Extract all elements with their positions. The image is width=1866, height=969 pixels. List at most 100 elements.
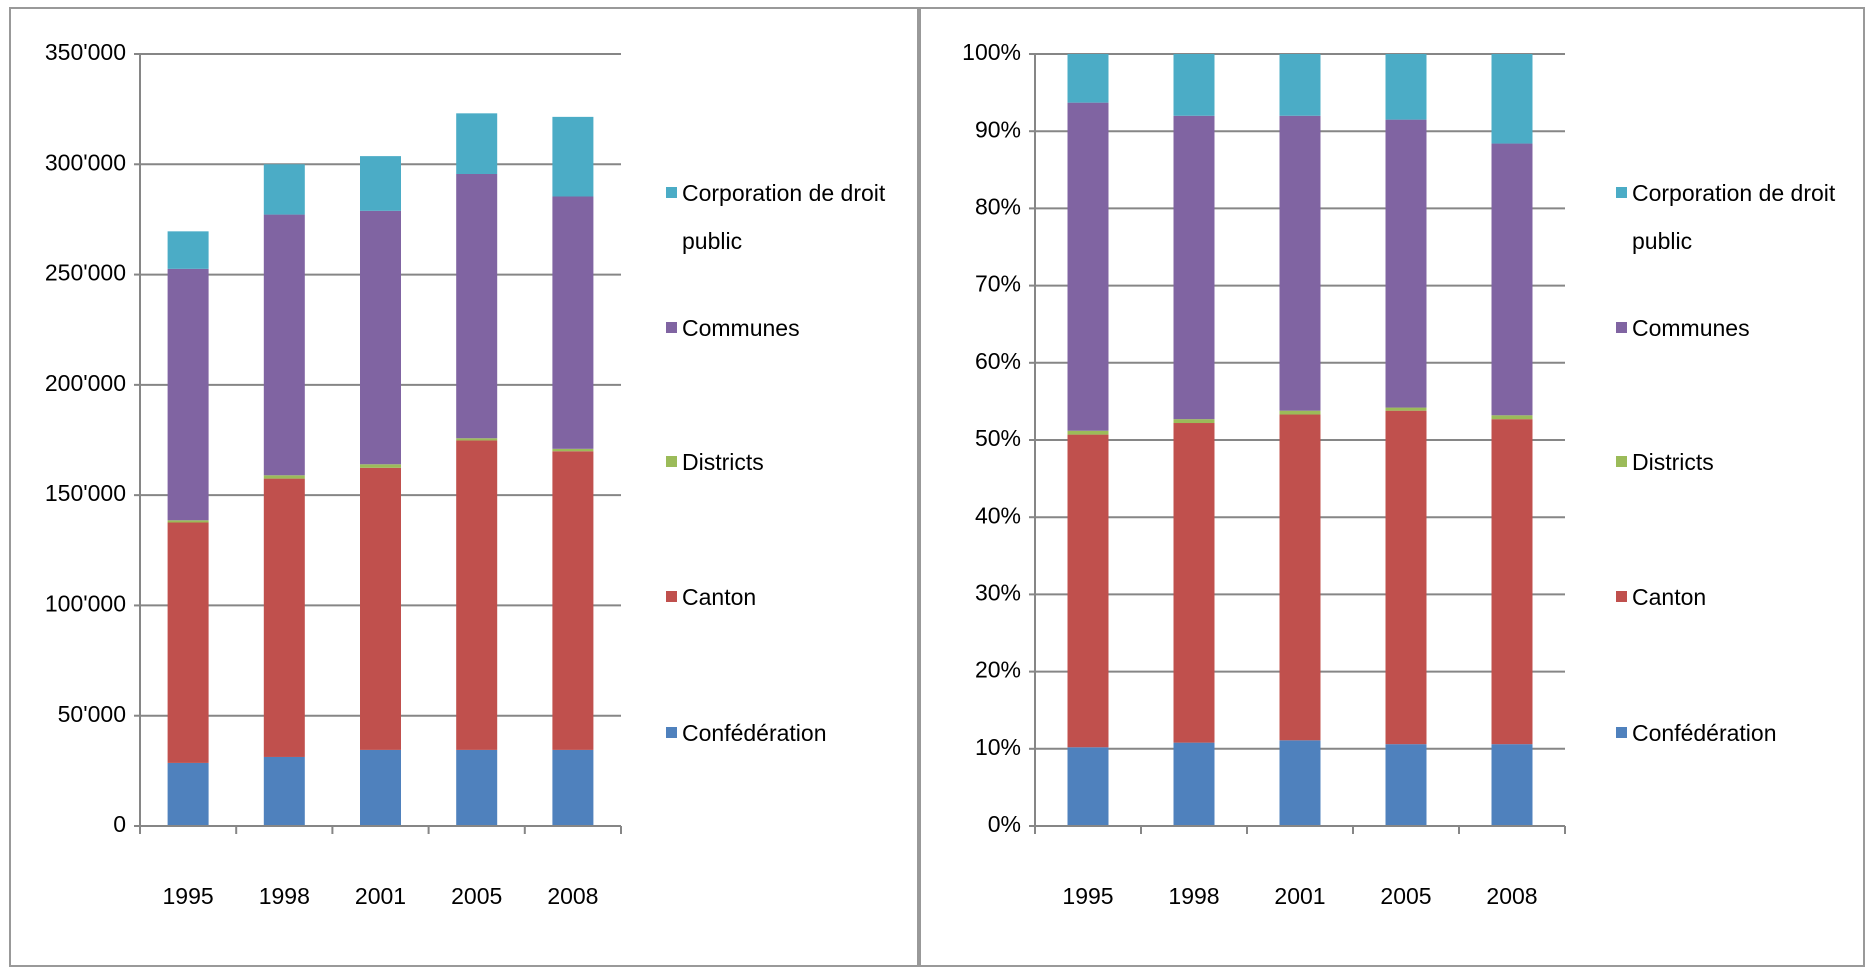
legend-label: Districts: [1632, 449, 1714, 475]
bar-segment: [263, 214, 305, 476]
legend-entry: Corporation de droit public: [1616, 169, 1846, 265]
chart-frame: [9, 7, 919, 967]
y-tick-label: 10%: [975, 734, 1021, 760]
y-tick-label: 100'000: [45, 591, 126, 617]
x-tick-label: 2005: [451, 883, 502, 909]
y-tick-label: 50%: [975, 425, 1021, 451]
legend-label: Districts: [682, 449, 764, 475]
bar-segment: [1385, 407, 1427, 411]
bar-segment: [456, 438, 498, 441]
legend-label: Confédération: [1632, 720, 1777, 746]
bar-segment: [1385, 54, 1427, 120]
bar-segment: [1067, 102, 1109, 431]
legend-swatch: [1616, 727, 1627, 738]
bar-segment: [1173, 115, 1215, 420]
legend-entry: Canton: [666, 573, 896, 621]
y-tick-label: 0: [113, 811, 126, 837]
y-tick-label: 250'000: [45, 260, 126, 286]
bar-segment: [1067, 747, 1109, 826]
legend-entry: Confédération: [666, 709, 896, 757]
bar-segment: [1279, 414, 1321, 741]
bar-segment: [360, 210, 401, 465]
x-tick-label: 2008: [1486, 883, 1537, 909]
x-tick-label: 1998: [259, 883, 310, 909]
bar-segment: [1491, 54, 1533, 144]
x-tick-label: 1998: [1168, 883, 1219, 909]
bar-segment: [263, 756, 305, 826]
bar-segment: [1173, 423, 1215, 743]
bar-segment: [263, 478, 305, 757]
legend-entry: Confédération: [1616, 709, 1846, 757]
y-tick-label: 70%: [975, 271, 1021, 297]
bar-segment: [456, 113, 498, 174]
y-tick-label: 90%: [975, 116, 1021, 142]
bar-segment: [1173, 419, 1215, 424]
bar-segment: [360, 464, 401, 468]
bar-segment: [1385, 744, 1427, 826]
bar-segment: [552, 448, 594, 452]
bar-segment: [1491, 415, 1533, 420]
x-tick-label: 2001: [1274, 883, 1325, 909]
legend-label: Corporation de droit public: [682, 180, 886, 254]
legend-entry: Communes: [1616, 304, 1846, 352]
legend-label: Corporation de droit public: [1632, 180, 1836, 254]
legend-swatch: [1616, 322, 1627, 333]
bar-segment: [1173, 742, 1215, 826]
y-tick-label: 100%: [962, 39, 1021, 65]
bar-segment: [1385, 119, 1427, 408]
y-tick-label: 150'000: [45, 480, 126, 506]
bar-segment: [167, 268, 209, 521]
bar-segment: [167, 231, 209, 269]
bar-segment: [167, 762, 209, 826]
bar-segment: [1279, 54, 1321, 116]
legend-entry: Corporation de droit public: [666, 169, 896, 265]
bar-segment: [1491, 143, 1533, 416]
bar-segment: [552, 196, 594, 449]
bar-segment: [456, 749, 498, 826]
bar-segment: [263, 475, 305, 479]
bar-segment: [1067, 434, 1109, 748]
x-tick-label: 2005: [1380, 883, 1431, 909]
legend-swatch: [1616, 591, 1627, 602]
bar-segment: [263, 164, 305, 215]
legend-swatch: [666, 322, 677, 333]
legend-swatch: [1616, 456, 1627, 467]
legend-entry: Communes: [666, 304, 896, 352]
y-tick-label: 0%: [988, 811, 1021, 837]
bar-segment: [1385, 410, 1427, 745]
bar-segment: [552, 451, 594, 750]
bar-segment: [552, 116, 594, 197]
y-tick-label: 50'000: [58, 701, 126, 727]
legend-label: Canton: [682, 584, 757, 610]
chart-frame: [919, 7, 1865, 967]
bar-segment: [1173, 54, 1215, 116]
legend-swatch: [666, 727, 677, 738]
bar-segment: [456, 440, 498, 750]
y-tick-label: 200'000: [45, 370, 126, 396]
y-tick-label: 300'000: [45, 149, 126, 175]
legend-entry: Districts: [1616, 438, 1846, 486]
x-tick-label: 1995: [1062, 883, 1113, 909]
legend-entry: Canton: [1616, 573, 1846, 621]
y-tick-label: 30%: [975, 579, 1021, 605]
legend-swatch: [1616, 187, 1627, 198]
bar-segment: [1067, 430, 1109, 435]
bar-segment: [1279, 410, 1321, 415]
bar-segment: [360, 749, 401, 826]
bar-segment: [167, 522, 209, 763]
legend-swatch: [666, 456, 677, 467]
bar-segment: [1491, 744, 1533, 826]
y-tick-label: 350'000: [45, 39, 126, 65]
bar-segment: [552, 749, 594, 826]
y-tick-label: 40%: [975, 502, 1021, 528]
bar-segment: [360, 467, 401, 750]
legend-label: Confédération: [682, 720, 827, 746]
y-tick-label: 80%: [975, 193, 1021, 219]
bar-segment: [167, 520, 209, 523]
y-tick-label: 60%: [975, 348, 1021, 374]
legend-label: Canton: [1632, 584, 1707, 610]
legend-label: Communes: [682, 315, 800, 341]
legend-entry: Districts: [666, 438, 896, 486]
